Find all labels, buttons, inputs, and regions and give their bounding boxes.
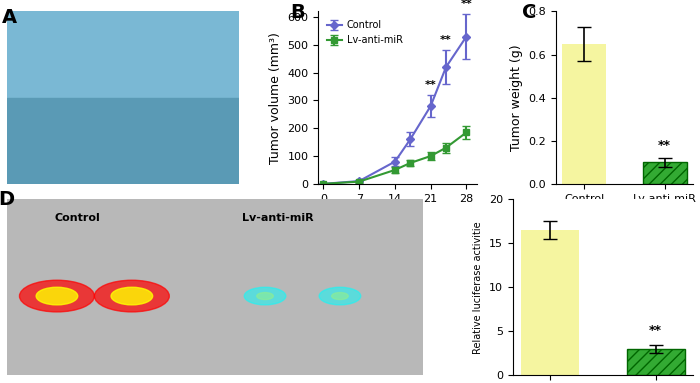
- Circle shape: [244, 287, 286, 305]
- Bar: [626, 349, 685, 375]
- Text: C: C: [522, 3, 536, 22]
- Text: Lv-anti-miR: Lv-anti-miR: [241, 213, 314, 223]
- Bar: [643, 162, 687, 184]
- Circle shape: [319, 287, 360, 305]
- Circle shape: [36, 287, 78, 305]
- Circle shape: [332, 293, 349, 300]
- Text: A: A: [2, 8, 18, 27]
- X-axis label: (Days): (Days): [377, 209, 418, 222]
- Circle shape: [257, 293, 274, 300]
- Y-axis label: Tumor weight (g): Tumor weight (g): [510, 44, 523, 151]
- Y-axis label: Relative luciferase activitie: Relative luciferase activitie: [473, 221, 483, 354]
- Text: B: B: [290, 3, 304, 22]
- Text: **: **: [461, 0, 473, 9]
- Text: **: **: [440, 35, 452, 46]
- Legend: Control, Lv-anti-miR: Control, Lv-anti-miR: [323, 16, 407, 49]
- Bar: [7, 98, 239, 184]
- Bar: [562, 44, 606, 184]
- Bar: [521, 230, 579, 375]
- Bar: [7, 11, 239, 98]
- Text: D: D: [0, 190, 15, 210]
- Text: Control: Control: [55, 213, 101, 223]
- Text: **: **: [658, 139, 671, 152]
- Circle shape: [94, 280, 169, 312]
- Y-axis label: Tumor volume (mm³): Tumor volume (mm³): [269, 32, 282, 164]
- Circle shape: [20, 280, 94, 312]
- Text: **: **: [649, 324, 662, 337]
- Circle shape: [111, 287, 153, 305]
- Text: **: **: [425, 80, 437, 90]
